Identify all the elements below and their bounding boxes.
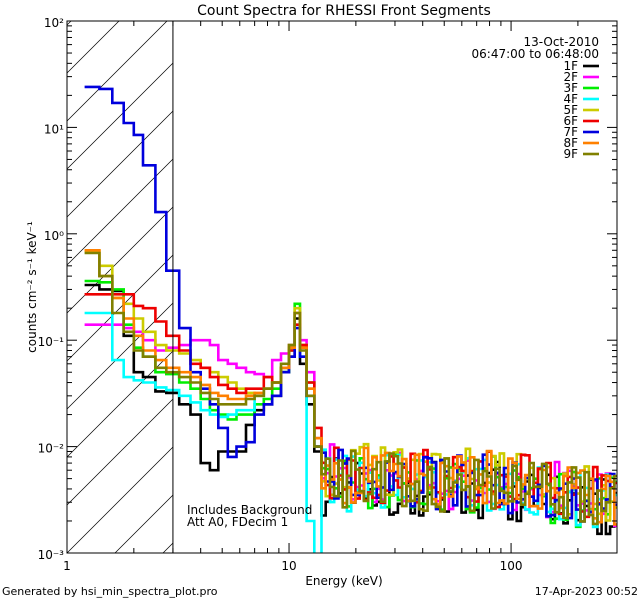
hatch-line: [67, 398, 173, 506]
legend-label-5F: 5F: [563, 103, 578, 117]
series-lines: [84, 85, 617, 553]
legend-label-8F: 8F: [563, 136, 578, 150]
y-tick-label: 10¹: [44, 122, 64, 136]
chart-title: Count Spectra for RHESSI Front Segments: [197, 3, 491, 19]
generator-credit: Generated by hsi_min_spectra_plot.pro: [2, 585, 218, 598]
x-tick-label: 100: [500, 559, 523, 573]
attenuator-note: Att A0, FDecim 1: [187, 515, 288, 529]
y-tick-label: 10⁻³: [38, 548, 65, 562]
y-axis-label: counts cm⁻² s⁻¹ keV⁻¹: [25, 221, 39, 353]
legend-label-7F: 7F: [563, 125, 578, 139]
hatched-region: [0, 0, 173, 553]
legend-label-6F: 6F: [563, 114, 578, 128]
hatch-line: [0, 0, 91, 553]
date-label: 13-Oct-2010: [523, 35, 599, 49]
hatch-line: [67, 110, 173, 218]
x-axis-label: Energy (keV): [305, 574, 382, 588]
plot-frame: [66, 20, 618, 554]
hatch-line: [67, 350, 173, 458]
axis-ticks: 1 10 100 10⁻³ 10⁻² 10⁻¹ 10⁰ 10¹ 10²: [38, 16, 618, 573]
legend-label-9F: 9F: [563, 147, 578, 161]
hatch-line: [67, 446, 173, 553]
legend-label-4F: 4F: [563, 92, 578, 106]
time-range-label: 06:47:00 to 06:48:00: [472, 47, 599, 61]
x-tick-label: 1: [63, 559, 71, 573]
y-tick-label: 10⁰: [44, 229, 64, 243]
y-tick-label: 10⁻¹: [38, 335, 65, 349]
x-tick-label: 10: [281, 559, 296, 573]
hatch-line: [67, 21, 168, 122]
generated-timestamp: 17-Apr-2023 00:52: [535, 585, 638, 598]
background-note: Includes Background: [187, 503, 312, 517]
y-tick-label: 10²: [44, 16, 64, 30]
legend-label-2F: 2F: [563, 70, 578, 84]
series-9F: [84, 251, 617, 526]
legend-label-1F: 1F: [563, 59, 578, 73]
hatch-line: [67, 21, 120, 74]
hatch-line: [67, 206, 173, 314]
hatch-line: [67, 62, 173, 170]
legend-label-3F: 3F: [563, 81, 578, 95]
hatch-line: [67, 158, 173, 266]
y-tick-label: 10⁻²: [38, 442, 65, 456]
